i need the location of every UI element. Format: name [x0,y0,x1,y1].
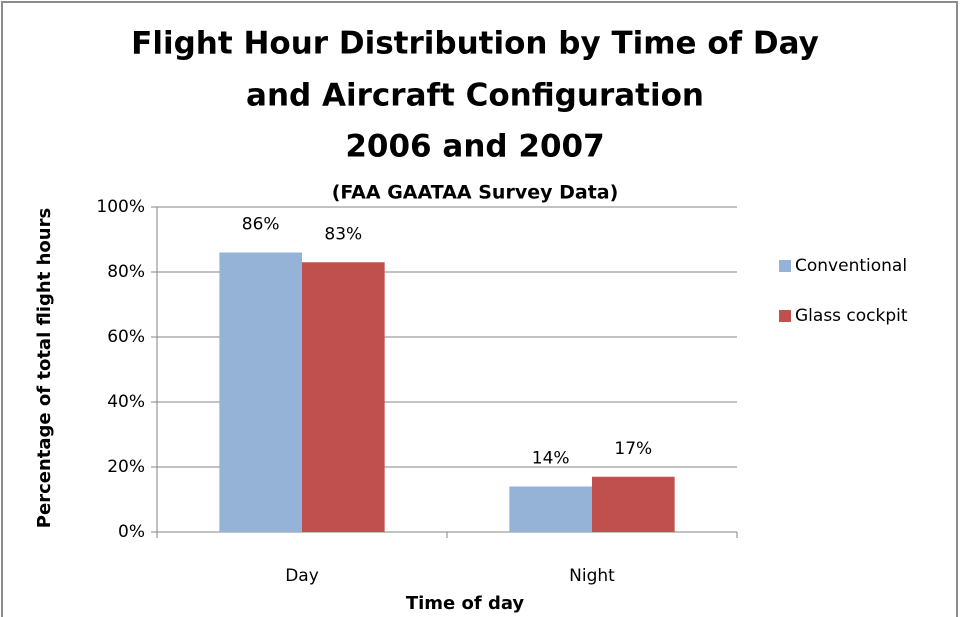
bar [509,486,592,532]
legend-label: Glass cockpit [795,306,908,326]
y-tick-label: 20% [107,457,145,477]
y-tick-label: 0% [118,522,145,542]
bar [302,262,385,532]
x-tick-label: Day [285,566,319,586]
y-tick-label: 40% [107,392,145,412]
chart-title: and Aircraft Configuration [246,78,704,114]
y-axis-title: Percentage of total flight hours [34,208,55,528]
legend-label: Conventional [795,256,907,276]
x-axis-title: Time of day [406,593,525,614]
chart-subtitle: (FAA GAATAA Survey Data) [332,182,619,204]
value-label: 86% [242,215,280,235]
bar [219,252,302,532]
value-label: 17% [614,439,652,459]
value-label: 83% [324,224,362,244]
y-tick-label: 80% [107,262,145,282]
chart-title: Flight Hour Distribution by Time of Day [131,26,819,62]
legend-swatch [779,310,791,322]
y-tick-label: 100% [96,197,145,217]
chart-title: 2006 and 2007 [345,129,604,165]
value-label: 14% [532,449,570,469]
bar [592,476,675,532]
x-tick-label: Night [569,566,615,586]
y-tick-label: 60% [107,327,145,347]
legend-swatch [779,260,791,272]
